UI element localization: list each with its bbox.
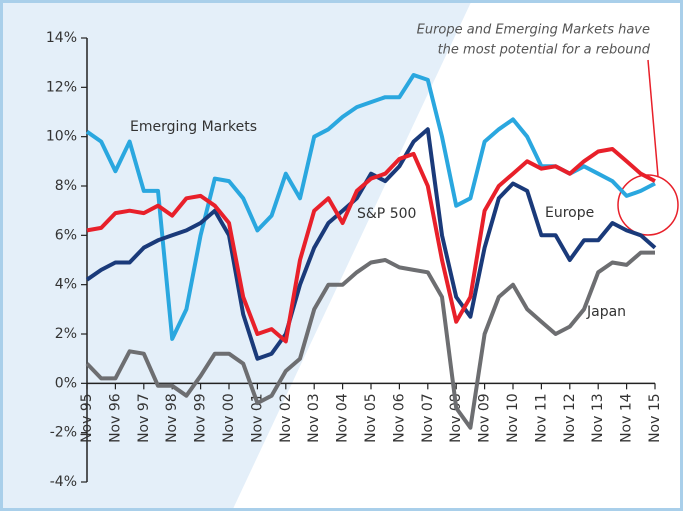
series-line (85, 127, 657, 361)
series-label: S&P 500 (357, 206, 416, 222)
series-line (86, 147, 656, 344)
series-label: Japan (586, 304, 626, 320)
y-tick-label: 8% (55, 178, 77, 194)
y-tick-label: -4% (50, 474, 77, 490)
x-tick-label: Nov 02 (278, 393, 294, 443)
y-tick-label: 12% (46, 79, 77, 95)
x-tick-label: Nov 04 (335, 393, 351, 443)
annotation-circle (617, 174, 679, 236)
x-tick-label: Nov 97 (136, 393, 152, 443)
x-tick-label: Nov 99 (193, 393, 209, 443)
y-tick-label: 0% (55, 375, 77, 391)
annotation: Europe and Emerging Markets have (417, 23, 650, 38)
x-tick-label: Nov 12 (562, 393, 578, 443)
y-tick-label: 10% (46, 129, 77, 145)
y-tick-label: 2% (55, 326, 77, 342)
x-tick-label: Nov 96 (107, 393, 123, 443)
series-label: Emerging Markets (130, 119, 257, 135)
y-tick-label: 14% (46, 30, 77, 46)
x-tick-label: Nov 09 (477, 393, 493, 443)
x-tick-label: Nov 03 (306, 393, 322, 443)
x-tick-label: Nov 13 (590, 393, 606, 443)
y-tick-label: 4% (55, 277, 77, 293)
series-line (85, 250, 655, 430)
x-tick-label: Nov 15 (647, 393, 663, 443)
x-tick-label: Nov 07 (420, 393, 436, 443)
y-tick-label: 6% (55, 227, 77, 243)
x-tick-label: Nov 08 (448, 393, 464, 443)
x-tick-label: Nov 05 (363, 393, 379, 443)
x-tick-label: Nov 95 (79, 393, 95, 443)
x-tick-label: Nov 06 (391, 393, 407, 443)
annotation-pointer (647, 59, 659, 177)
x-tick-label: Nov 01 (249, 393, 265, 443)
x-tick-label: Nov 10 (505, 393, 521, 443)
y-tick-label: -2% (50, 425, 77, 441)
x-tick-label: Nov 14 (619, 393, 635, 443)
x-tick-label: Nov 98 (164, 393, 180, 443)
x-tick-label: Nov 00 (221, 393, 237, 443)
series-label: Europe (545, 205, 594, 221)
x-tick-label: Nov 11 (533, 393, 549, 443)
annotation: the most potential for a rebound (438, 43, 651, 58)
